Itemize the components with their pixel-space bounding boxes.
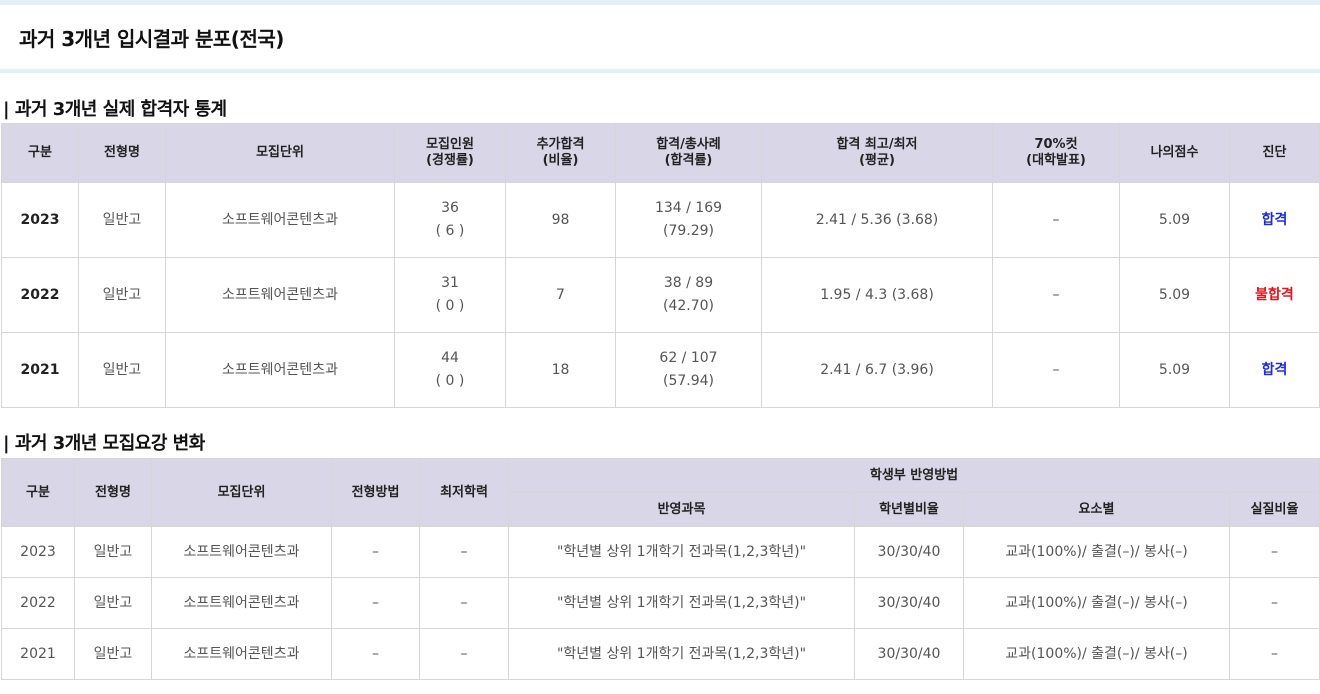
cell-type: 일반고 [74,577,152,629]
cell-method: – [331,577,420,629]
cell-method: – [331,526,420,578]
guide-header-row: 구분 전형명 모집단위 전형방법 최저학력 학생부 반영방법 [1,458,1320,527]
cell-ratio: 38 / 89 (42.70) [615,257,762,333]
cell-unit: 소프트웨어콘텐츠과 [165,182,395,258]
cell-grade: 2.41 / 5.36 (3.68) [761,182,993,258]
diagnosis-badge: 합격 [1229,182,1320,258]
stats-section-title: | 과거 3개년 실제 합격자 통계 [3,99,227,120]
col-extra: 추가합격 (비율) [505,123,616,183]
cell-myscore: 5.09 [1119,257,1230,333]
cell-elements: 교과(100%)/ 출결(–)/ 봉사(–) [963,526,1230,578]
cell-unit: 소프트웨어콘텐츠과 [151,526,332,578]
cell-type: 일반고 [78,332,166,408]
cell-type: 일반고 [78,257,166,333]
cell-subjects: "학년별 상위 1개학기 전과목(1,2,3학년)" [508,628,855,680]
col-unit: 모집단위 [165,123,395,183]
cell-year: 2021 [1,628,75,680]
col-type: 전형명 [78,123,166,183]
cell-year-ratio: 30/30/40 [854,526,964,578]
cell-year: 2022 [1,577,75,629]
cell-minimum: – [419,526,509,578]
cell-extra: 7 [505,257,616,333]
page-header: 과거 3개년 입시결과 분포(전국) [0,5,1320,73]
col-method: 전형방법 [331,458,420,527]
cell-year: 2023 [1,182,79,258]
guide-section-title: | 과거 3개년 모집요강 변화 [3,433,205,454]
cell-real-ratio: – [1229,628,1320,680]
cell-unit: 소프트웨어콘텐츠과 [151,577,332,629]
cell-unit: 소프트웨어콘텐츠과 [165,332,395,408]
col-minimum: 최저학력 [419,458,509,527]
col-quota: 모집인원 (경쟁률) [394,123,506,183]
stats-header-row: 구분 전형명 모집단위 모집인원 (경쟁률) 추가합격 (비율) 합격/총사례 (합격… [1,123,1320,183]
cell-minimum: – [419,628,509,680]
cell-minimum: – [419,577,509,629]
cell-subjects: "학년별 상위 1개학기 전과목(1,2,3학년)" [508,577,855,629]
cell-extra: 98 [505,182,616,258]
cell-cut: – [992,332,1120,408]
guide-subheader-row: 반영과목 학년별비율 요소별 실질비율 [2,492,1320,527]
cell-quota: 44( 0 ) [394,332,506,408]
cell-type: 일반고 [74,628,152,680]
cell-year-ratio: 30/30/40 [854,577,964,629]
col-record-group: 학생부 반영방법 [508,458,1320,493]
table-row: 2023 일반고 소프트웨어콘텐츠과 – – "학년별 상위 1개학기 전과목(… [1,526,1320,578]
cell-unit: 소프트웨어콘텐츠과 [165,257,395,333]
diagnosis-badge: 합격 [1229,332,1320,408]
top-accent-line [0,0,1320,5]
cell-type: 일반고 [74,526,152,578]
cell-extra: 18 [505,332,616,408]
col-elements: 요소별 [963,492,1230,527]
cell-real-ratio: – [1229,577,1320,629]
col-grade: 합격 최고/최저 (평균) [761,123,993,183]
cell-elements: 교과(100%)/ 출결(–)/ 봉사(–) [963,628,1230,680]
cell-year: 2021 [1,332,79,408]
cell-year-ratio: 30/30/40 [854,628,964,680]
stats-table: 구분 전형명 모집단위 모집인원 (경쟁률) 추가합격 (비율) 합격/총사례 (합격… [1,123,1320,408]
cell-method: – [331,628,420,680]
cell-real-ratio: – [1229,526,1320,578]
col-myscore: 나의점수 [1119,123,1230,183]
cell-type: 일반고 [78,182,166,258]
cell-grade: 2.41 / 6.7 (3.96) [761,332,993,408]
table-row: 2022 일반고 소프트웨어콘텐츠과 31( 0 ) 7 38 / 89 (42.… [1,257,1320,333]
col-real-ratio: 실질비율 [1229,492,1320,527]
cell-grade: 1.95 / 4.3 (3.68) [761,257,993,333]
col-cut: 70%컷 (대학발표) [992,123,1120,183]
col-unit: 모집단위 [151,458,332,527]
cell-unit: 소프트웨어콘텐츠과 [151,628,332,680]
cell-elements: 교과(100%)/ 출결(–)/ 봉사(–) [963,577,1230,629]
col-ratio: 합격/총사례 (합격률) [615,123,762,183]
cell-myscore: 5.09 [1119,332,1230,408]
col-diag: 진단 [1229,123,1320,183]
table-row: 2021 일반고 소프트웨어콘텐츠과 44( 0 ) 18 62 / 107 (5… [1,332,1320,408]
cell-cut: – [992,257,1120,333]
cell-cut: – [992,182,1120,258]
col-subjects: 반영과목 [508,492,855,527]
col-year-ratio: 학년별비율 [854,492,964,527]
cell-year: 2023 [1,526,75,578]
col-year: 구분 [1,123,79,183]
cell-subjects: "학년별 상위 1개학기 전과목(1,2,3학년)" [508,526,855,578]
cell-year: 2022 [1,257,79,333]
table-row: 2023 일반고 소프트웨어콘텐츠과 36( 6 ) 98 134 / 169(… [1,182,1320,258]
page-title: 과거 3개년 입시결과 분포(전국) [19,26,284,51]
table-row: 2022 일반고 소프트웨어콘텐츠과 – – "학년별 상위 1개학기 전과목(… [1,577,1320,629]
col-type: 전형명 [74,458,152,527]
guide-table: 구분 전형명 모집단위 전형방법 최저학력 학생부 반영방법 반영과목 학년별비… [1,458,1320,680]
col-year: 구분 [1,458,75,527]
table-row: 2021 일반고 소프트웨어콘텐츠과 – – "학년별 상위 1개학기 전과목(… [1,628,1320,680]
cell-ratio: 134 / 169 (79.29) [615,182,762,258]
cell-quota: 36( 6 ) [394,182,506,258]
cell-ratio: 62 / 107 (57.94) [615,332,762,408]
cell-quota: 31( 0 ) [394,257,506,333]
cell-myscore: 5.09 [1119,182,1230,258]
diagnosis-badge: 불합격 [1229,257,1320,333]
